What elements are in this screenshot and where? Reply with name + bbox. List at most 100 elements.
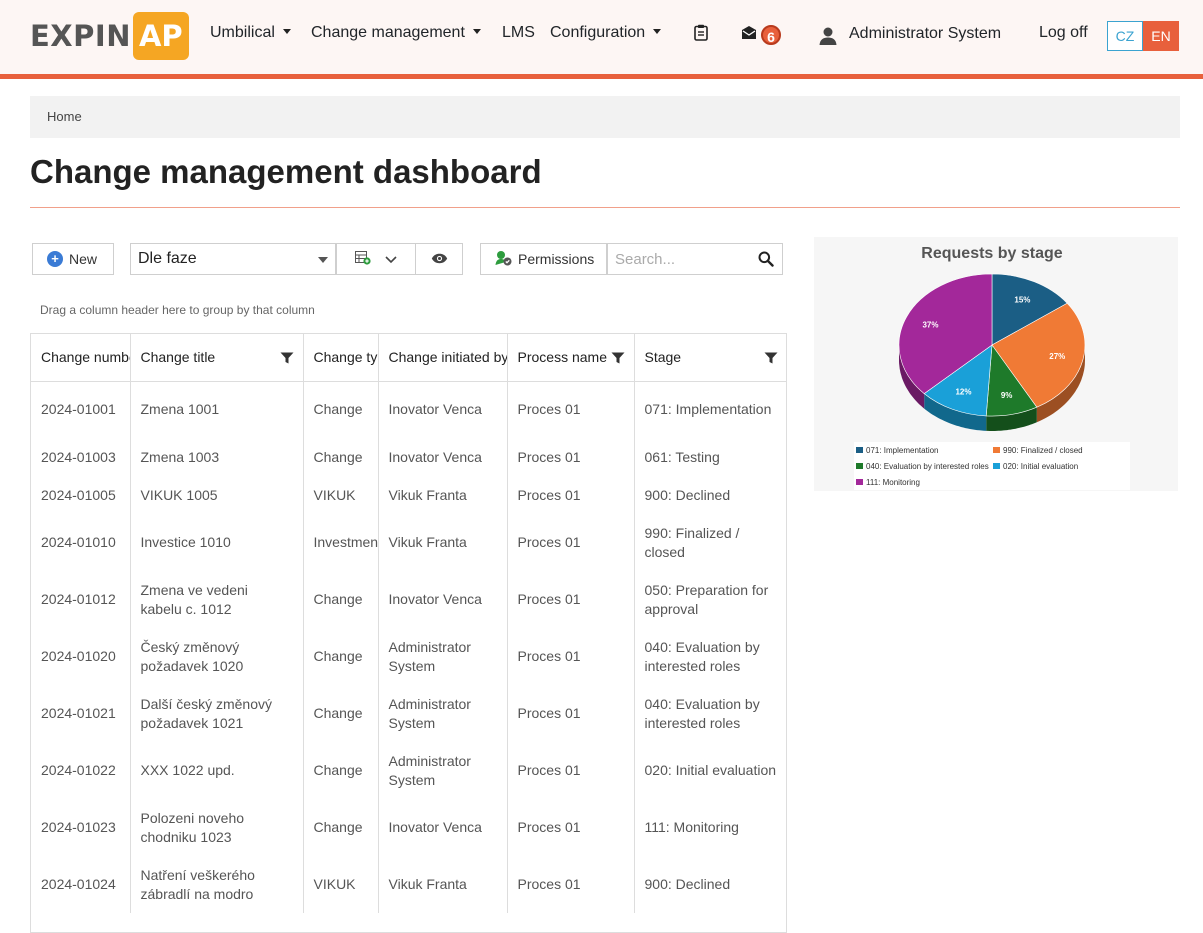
search-icon[interactable] [758,251,774,270]
cell-change-title: VIKUK 1005 [130,476,304,514]
legend-swatch [856,479,863,485]
filter-icon[interactable] [764,352,778,364]
cell-stage: 111: Monitoring [634,799,786,856]
pie-slice[interactable] [898,273,993,394]
pie-slice-label: 12% [955,387,971,396]
table-row[interactable]: 2024-01022 XXX 1022 upd. Change Administrat… [31,742,786,799]
search-input[interactable] [613,245,753,273]
title-divider [30,207,1180,208]
legend-label: 111: Monitoring [866,478,920,487]
cell-initiated-by: Vikuk Franta [378,856,508,913]
cell-change-number: 2024-01001 [31,381,131,438]
cell-initiated-by: Administrator System [378,742,508,799]
table-row[interactable]: 2024-01001 Zmena 1001 Change Inovator Venca… [31,381,786,438]
search-box [607,243,783,275]
cell-initiated-by: Inovator Venca [378,571,508,628]
eye-icon [431,251,448,267]
column-header-stage[interactable]: Stage [634,334,786,382]
cell-change-title: Zmena ve vedeni kabelu c. 1012 [130,571,304,628]
table-row[interactable]: 2024-01005 VIKUK 1005 VIKUK Vikuk Franta Pro… [31,476,786,514]
cell-initiated-by: Administrator System [378,628,508,685]
permissions-label: Permissions [518,251,595,267]
legend-label: 040: Evaluation by interested roles [866,462,989,471]
column-header-initiated-by[interactable]: Change initiated by [378,334,508,382]
table-row[interactable]: 2024-01021 Další český změnový požadavek … [31,685,786,742]
cell-initiated-by: Vikuk Franta [378,514,508,571]
group-by-hint[interactable]: Drag a column header here to group by th… [40,303,315,317]
user-avatar-icon [818,26,838,46]
logoff-link[interactable]: Log off [1039,24,1088,41]
brand-logo[interactable]: EXPIN AP [30,12,189,60]
table-row[interactable]: 2024-01024 Natření veškerého zábradlí na … [31,856,786,913]
nav-configuration[interactable]: Configuration [550,24,661,42]
toggle-visibility-button[interactable] [415,243,463,275]
table-row[interactable]: 2024-01003 Zmena 1003 Change Inovator Venca… [31,438,786,476]
chevron-down-icon [385,251,397,267]
table-row[interactable]: 2024-01020 Český změnový požadavek 1020 Ch… [31,628,786,685]
cell-stage: 050: Preparation for approval [634,571,786,628]
filter-icon[interactable] [611,352,625,364]
cell-change-title: Natření veškerého zábradlí na modro [130,856,304,913]
cell-change-type: VIKUK [303,856,379,913]
pie-slice[interactable] [991,273,1068,346]
column-header-process-name[interactable]: Process name [507,334,635,382]
cell-change-title: Polozeni noveho chodniku 1023 [130,799,304,856]
cell-change-number: 2024-01010 [31,514,131,571]
permissions-icon [495,250,512,269]
filter-icon[interactable] [280,352,294,364]
lang-cz-button[interactable]: CZ [1107,21,1143,51]
cell-change-type: Change [303,685,379,742]
cell-process-name: Proces 01 [507,438,635,476]
cell-process-name: Proces 01 [507,685,635,742]
cell-change-title: Zmena 1003 [130,438,304,476]
cell-initiated-by: Vikuk Franta [378,476,508,514]
cell-stage: 900: Declined [634,476,786,514]
cell-change-type: Change [303,438,379,476]
cell-process-name: Proces 01 [507,476,635,514]
cell-process-name: Proces 01 [507,856,635,913]
cell-change-title: Další český změnový požadavek 1021 [130,685,304,742]
legend-swatch [993,447,1000,453]
pie-slice[interactable] [923,344,993,417]
cell-change-number: 2024-01023 [31,799,131,856]
mail-inbox-icon[interactable] [740,25,758,45]
breadcrumb-home[interactable]: Home [47,109,82,124]
permissions-button[interactable]: Permissions [480,243,607,275]
column-header-process-name-label: Process name [517,349,607,366]
export-dropdown-button[interactable] [336,243,416,275]
user-name[interactable]: Administrator System [849,25,1002,42]
new-button[interactable]: + New [32,243,114,275]
nav-lms[interactable]: LMS [502,24,535,41]
clipboard-icon[interactable] [694,24,708,46]
table-row[interactable]: 2024-01012 Zmena ve vedeni kabelu c. 1012… [31,571,786,628]
pie-slice-side [986,407,1037,431]
cell-stage: 061: Testing [634,438,786,476]
new-button-label: New [69,251,98,267]
column-header-change-title[interactable]: Change title [130,334,304,382]
column-header-change-number[interactable]: Change number [31,334,131,382]
cell-change-number: 2024-01024 [31,856,131,913]
legend-item: 040: Evaluation by interested roles [856,462,989,471]
legend-swatch [856,463,863,469]
column-header-change-type[interactable]: Change type [303,334,379,382]
cell-initiated-by: Inovator Venca [378,799,508,856]
table-row[interactable]: 2024-01023 Polozeni noveho chodniku 1023 C… [31,799,786,856]
mail-count-badge: 6 [761,25,781,45]
requests-by-stage-chart: Requests by stage 15% 27% 9% 12% 37% 071: Im… [814,237,1178,491]
column-header-stage-label: Stage [644,349,682,366]
nav-change-management[interactable]: Change management [311,24,481,42]
cell-initiated-by: Inovator Venca [378,438,508,476]
lang-en-button[interactable]: EN [1143,21,1179,51]
cell-change-title: Investice 1010 [130,514,304,571]
nav-umbilical[interactable]: Umbilical [210,24,291,42]
cell-change-title: Zmena 1001 [130,381,304,438]
cell-process-name: Proces 01 [507,628,635,685]
cell-stage: 040: Evaluation by interested roles [634,685,786,742]
legend-item: 111: Monitoring [856,478,920,487]
view-select[interactable]: Dle faze [130,243,336,275]
table-row[interactable]: 2024-01010 Investice 1010 Investment Vikuk … [31,514,786,571]
top-navbar: EXPIN AP Umbilical Change management LMS … [0,0,1203,79]
pie-slice[interactable] [991,302,1086,408]
cell-change-number: 2024-01022 [31,742,131,799]
cell-change-type: Change [303,571,379,628]
